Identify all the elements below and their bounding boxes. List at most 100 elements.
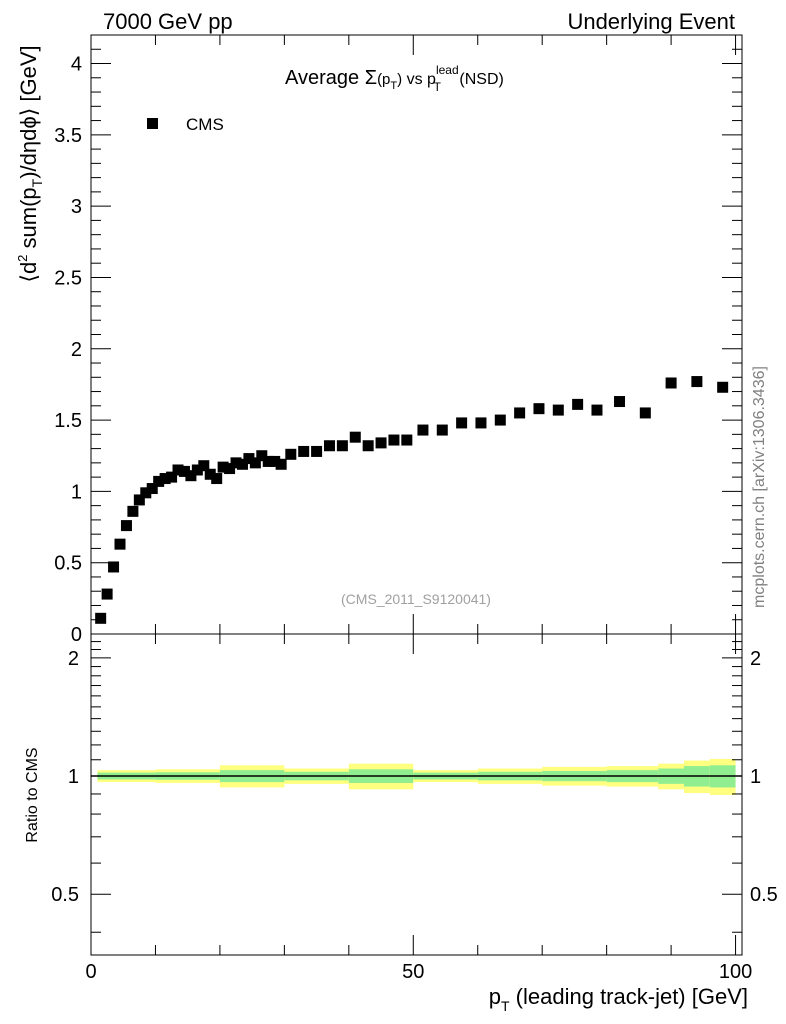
data-point [269,455,281,467]
x-tick-label: 100 [719,961,752,983]
data-point [349,431,361,443]
data-point [362,440,374,452]
header-left: 7000 GeV pp [103,9,233,34]
data-point [230,457,242,469]
data-point [153,475,165,487]
data-point [639,407,651,419]
data-point [217,461,229,473]
data-point [178,465,190,477]
y-title-part2: sum(p [16,187,41,254]
x-title-p: p [489,984,501,1009]
data-point [140,487,152,499]
plot-title: Average Σ(pT) vs plead T (NSD) [285,63,504,94]
y-tick-label: 2 [71,339,82,361]
legend-label: CMS [186,115,224,134]
data-point [456,417,468,429]
data-point [494,414,506,426]
data-point [285,448,297,460]
data-point [159,473,171,485]
analysis-tag: (CMS_2011_S9120041) [341,591,491,607]
data-point [311,445,323,457]
data-point [211,473,223,485]
data-point [475,417,487,429]
data-point [249,457,261,469]
data-point [514,407,526,419]
data-point [146,483,158,495]
header-right: Underlying Event [567,9,735,34]
side-label: mcplots.cern.ch [arXiv:1306.3436] [751,366,768,608]
data-point [101,588,113,600]
ratio-tick-label-right: 1 [750,766,761,788]
ratio-tick-label-right: 0.5 [750,884,778,906]
ratio-tick-label-right: 2 [750,648,761,670]
data-point [133,494,145,506]
legend-marker [147,118,158,129]
y-tick-label: 3.5 [54,125,82,147]
y-tick-label: 1.5 [54,410,82,432]
x-title-sub: T [501,998,510,1014]
y-axis-title: ⟨d2 sum(pT)/dηdϕ⟩ [GeV] [15,45,45,282]
ratio-tick-label-left: 0.5 [51,884,79,906]
plot-title-vs: vs p [402,71,436,88]
plot-title-main: Average [285,67,365,89]
x-title-rest: (leading track-jet) [GeV] [510,984,748,1009]
data-point [204,468,216,480]
y-title-sup: 2 [15,255,30,262]
ratio-tick-label-left: 2 [68,648,79,670]
data-point [717,381,729,393]
data-point [436,424,448,436]
y-tick-label: 0 [71,624,82,646]
data-point [336,440,348,452]
data-point [166,471,178,483]
data-point [614,396,626,408]
data-point [224,463,236,475]
data-point [375,437,387,449]
y-title-part3: )/dηdϕ⟩ [GeV] [16,45,41,178]
ratio-y-axis-title: Ratio to CMS [24,747,41,842]
data-point [127,505,139,517]
data-point [388,434,400,446]
x-tick-label: 50 [402,961,424,983]
data-point [256,450,268,462]
data-point [401,434,413,446]
data-point [691,376,703,388]
data-point [185,470,197,482]
ratio-tick-label-left: 1 [68,766,79,788]
data-point [572,398,584,410]
data-point [191,464,203,476]
x-axis-title: pT (leading track-jet) [GeV] [489,984,748,1014]
data-point [552,404,564,416]
plot-title-lead-sup: lead [436,63,459,77]
data-point [323,440,335,452]
x-tick-label: 0 [85,961,96,983]
y-tick-label: 1 [71,481,82,503]
cms-data-points [95,376,729,624]
y-tick-label: 2.5 [54,267,82,289]
data-point [120,520,132,532]
data-point [275,458,287,470]
y-tick-label: 4 [71,54,82,76]
ratio-axis-ticks: 0.5 0.5 1 1 2 2 [51,641,778,933]
y-tick-label: 0.5 [54,553,82,575]
data-point [198,460,210,472]
data-point [665,377,677,389]
plot-title-p1-close: ) [397,71,402,88]
data-point [236,458,248,470]
ratio-bands [97,758,736,795]
data-point [417,424,429,436]
data-point [108,561,120,573]
y-title-part1: ⟨d [16,262,41,283]
plot-title-p1: (p [377,71,390,88]
ratio-panel-frame [90,633,743,956]
data-point [172,464,184,476]
plot-title-lead-sub: T [434,80,442,94]
data-point [243,453,255,465]
data-point [591,404,603,416]
y-tick-label: 3 [71,196,82,218]
y-title-sub: T [29,178,45,187]
data-point [95,612,107,624]
data-point [298,445,310,457]
data-point [262,455,274,467]
data-point [114,538,126,550]
